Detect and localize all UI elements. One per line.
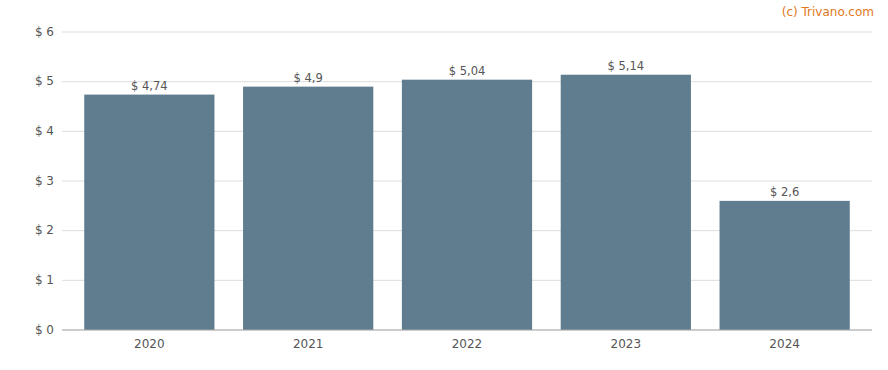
data-label: $ 4,74 [131, 79, 168, 93]
data-label: $ 4,9 [294, 71, 323, 85]
y-tick-label: $ 3 [35, 174, 54, 188]
bar [720, 201, 850, 330]
watermark: (c) Trivano.com [782, 5, 874, 19]
x-tick-label: 2024 [769, 337, 800, 351]
chart: $ 0$ 1$ 2$ 3$ 4$ 5$ 6$ 4,74$ 4,9$ 5,04$ … [0, 0, 888, 370]
data-label: $ 5,14 [608, 59, 645, 73]
y-tick-label: $ 4 [35, 124, 54, 138]
bar [84, 95, 214, 330]
data-labels: $ 4,74 $ 4,9 $ 5,04 $ 5,14 $ 2,6 [131, 59, 799, 199]
y-tick-label: $ 6 [35, 25, 54, 39]
y-tick-label: $ 1 [35, 273, 54, 287]
x-axis-line [62, 330, 872, 331]
y-tick-label: $ 0 [35, 323, 54, 337]
data-label: $ 5,04 [449, 64, 486, 78]
bar [561, 75, 691, 330]
x-tick-label: 2020 [134, 337, 165, 351]
x-tick-label: 2022 [452, 337, 483, 351]
bar [243, 87, 373, 330]
x-tick-label: 2023 [611, 337, 642, 351]
grid [62, 32, 872, 330]
grid-line [62, 330, 872, 331]
data-label: $ 2,6 [770, 185, 799, 199]
y-tick-label: $ 5 [35, 74, 54, 88]
chart-container: $ 0$ 1$ 2$ 3$ 4$ 5$ 6$ 4,74$ 4,9$ 5,04$ … [0, 0, 888, 370]
x-tick-label: 2021 [293, 337, 324, 351]
grid-line [62, 32, 872, 33]
bar [402, 80, 532, 330]
bars [84, 75, 850, 330]
y-tick-label: $ 2 [35, 223, 54, 237]
